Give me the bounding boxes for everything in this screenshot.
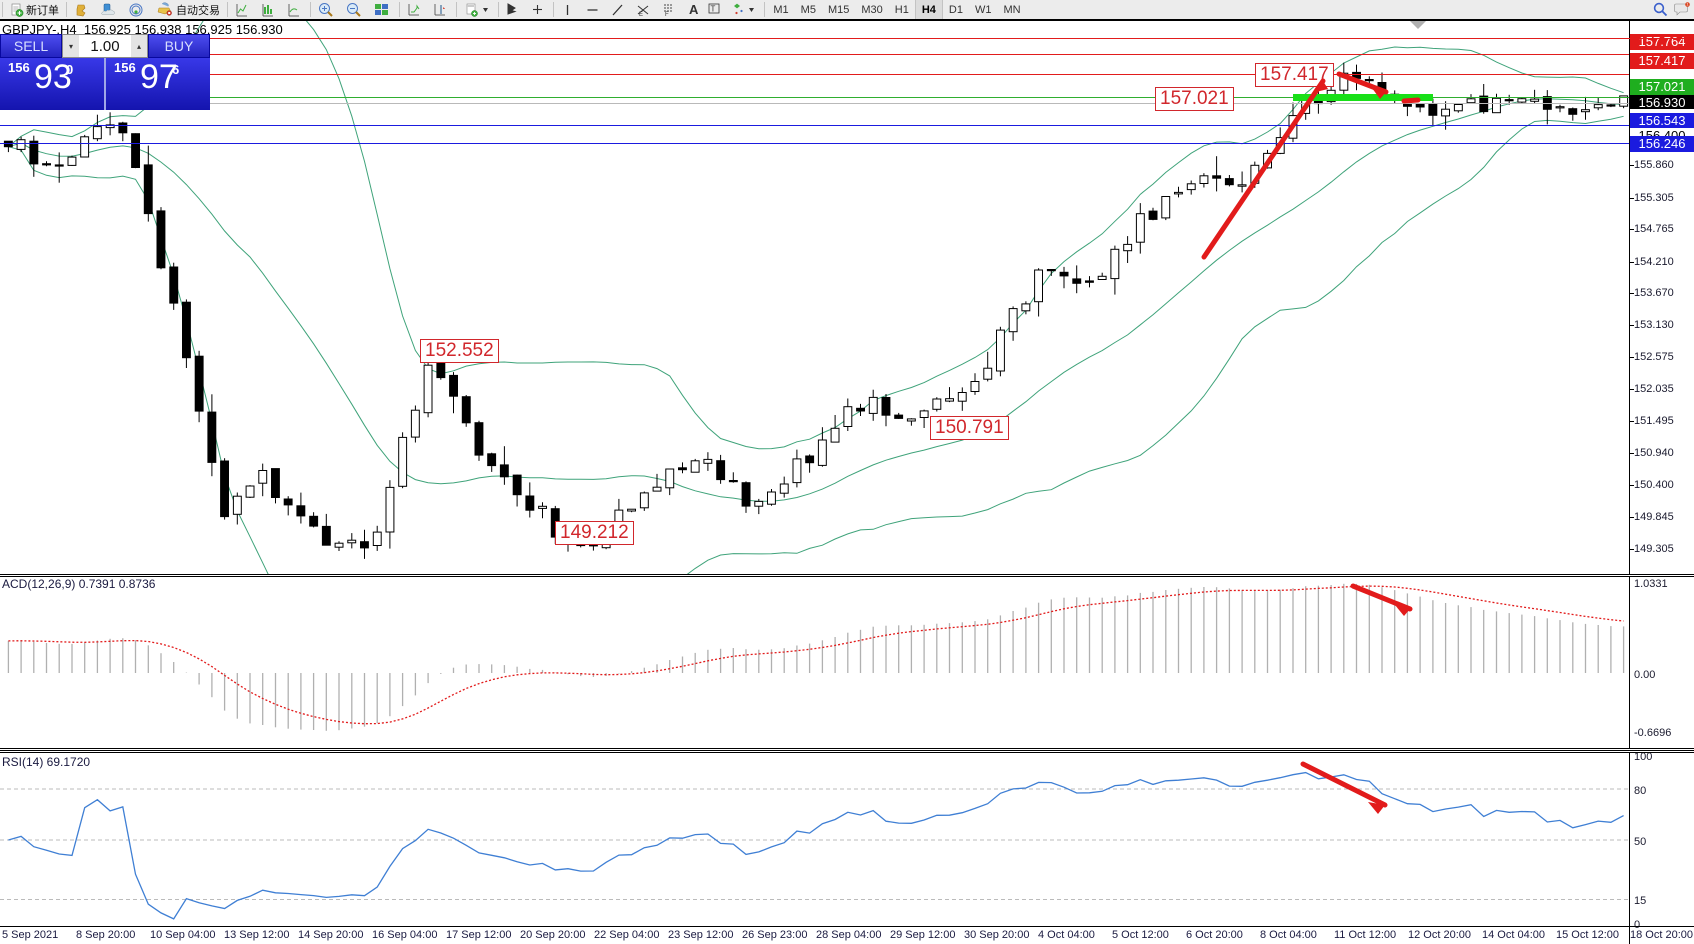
svg-text:E: E	[639, 12, 643, 17]
svg-text:T: T	[711, 5, 716, 14]
svg-text:F: F	[665, 12, 669, 17]
